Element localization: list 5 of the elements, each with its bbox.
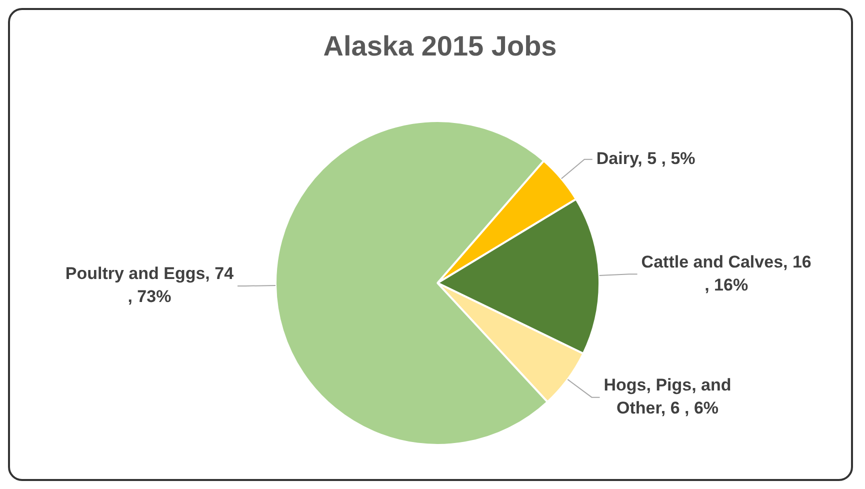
slice-label: Hogs, Pigs, and Other, 6 , 6% bbox=[604, 376, 732, 418]
chart-title: Alaska 2015 Jobs bbox=[323, 30, 557, 62]
slice-label: Dairy, 5 , 5% bbox=[596, 149, 696, 168]
slice-label: Cattle and Calves, 16 , 16% bbox=[641, 252, 812, 294]
slice-label: Poultry and Eggs, 74 , 73% bbox=[65, 264, 234, 306]
